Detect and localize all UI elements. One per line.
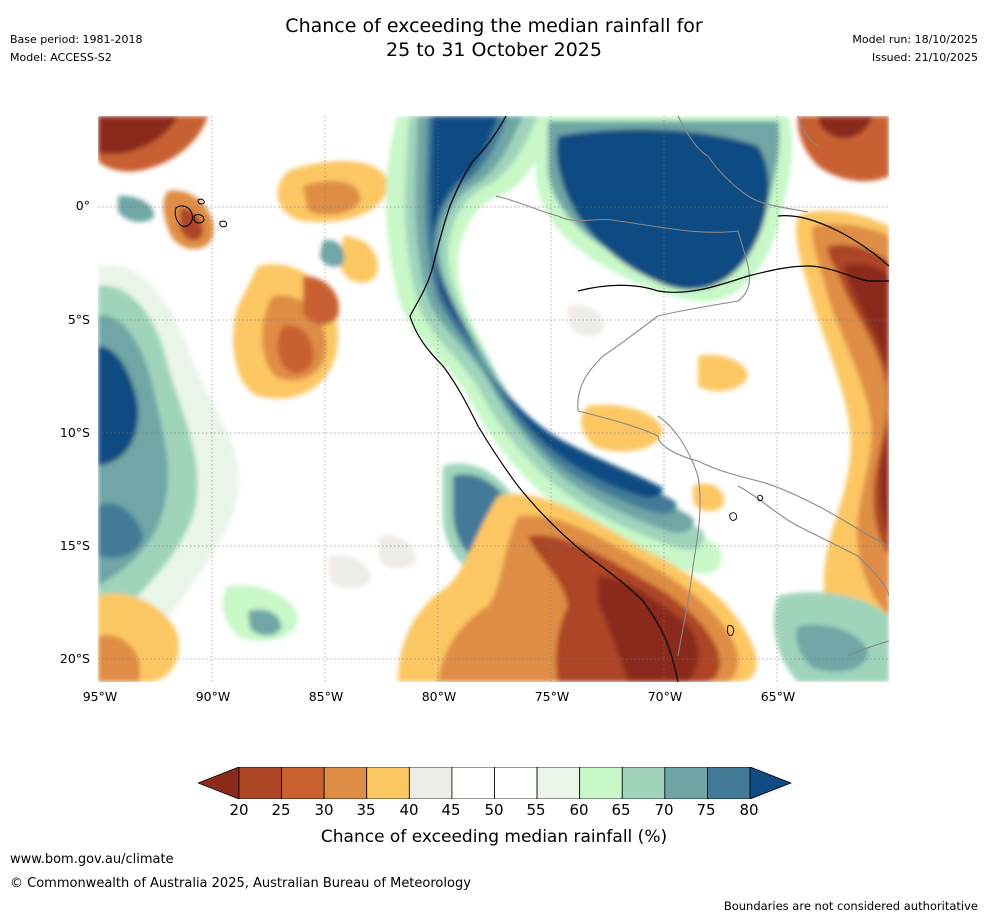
lat-label-10s: 10°S bbox=[59, 425, 90, 440]
colorbar-arrow-low bbox=[198, 767, 240, 799]
colorbar-cells bbox=[198, 767, 792, 799]
colorbar-tick-30: 30 bbox=[314, 801, 334, 819]
lat-label-15s: 15°S bbox=[59, 538, 90, 553]
colorbar-cell bbox=[281, 767, 325, 799]
colorbar-tick-40: 40 bbox=[399, 801, 419, 819]
model-text: Model: ACCESS-S2 bbox=[10, 51, 112, 64]
colorbar-cell bbox=[621, 767, 666, 799]
colorbar-tick-55: 55 bbox=[526, 801, 546, 819]
colorbar-tick-45: 45 bbox=[441, 801, 461, 819]
page-title: Chance of exceeding the median rainfall … bbox=[0, 14, 988, 62]
lon-label-90w: 90°W bbox=[195, 689, 231, 704]
colorbar-cell bbox=[408, 767, 453, 799]
colorbar-cell bbox=[366, 767, 410, 799]
colorbar bbox=[198, 767, 792, 799]
colorbar-tick-25: 25 bbox=[271, 801, 291, 819]
footer-url[interactable]: www.bom.gov.au/climate bbox=[10, 852, 174, 867]
issued-text: Issued: 21/10/2025 bbox=[871, 51, 978, 64]
colorbar-cell bbox=[451, 767, 495, 799]
title-line-2: 25 to 31 October 2025 bbox=[386, 39, 602, 61]
colorbar-cell bbox=[536, 767, 581, 799]
colorbar-tick-75: 75 bbox=[696, 801, 716, 819]
colorbar-tick-50: 50 bbox=[484, 801, 504, 819]
map-canvas bbox=[98, 116, 889, 682]
colorbar-cell bbox=[494, 767, 538, 799]
colorbar-label: Chance of exceeding median rainfall (%) bbox=[320, 827, 668, 847]
lon-label-95w: 95°W bbox=[82, 689, 118, 704]
lon-label-80w: 80°W bbox=[421, 689, 457, 704]
model-run-text: Model run: 18/10/2025 bbox=[852, 33, 978, 46]
lon-label-65w: 65°W bbox=[760, 689, 796, 704]
colorbar-tick-70: 70 bbox=[654, 801, 674, 819]
colorbar-tick-80: 80 bbox=[739, 801, 759, 819]
colorbar-tick-35: 35 bbox=[356, 801, 376, 819]
colorbar-cell bbox=[323, 767, 368, 799]
lat-label-0: 0° bbox=[75, 198, 90, 213]
colorbar-cell bbox=[664, 767, 708, 799]
colorbar-tick-60: 60 bbox=[569, 801, 589, 819]
metadata-right: Model run: 18/10/2025 Issued: 21/10/2025 bbox=[852, 31, 978, 67]
colorbar-tick-20: 20 bbox=[229, 801, 249, 819]
rainfall-map[interactable] bbox=[98, 116, 889, 682]
lat-label-5s: 5°S bbox=[67, 312, 90, 327]
footer-copyright: © Commonwealth of Australia 2025, Austra… bbox=[10, 876, 471, 891]
colorbar-cell bbox=[707, 767, 751, 799]
base-period-text: Base period: 1981-2018 bbox=[10, 33, 143, 46]
lon-label-70w: 70°W bbox=[647, 689, 683, 704]
colorbar-cell bbox=[238, 767, 282, 799]
lon-label-75w: 75°W bbox=[534, 689, 570, 704]
title-line-1: Chance of exceeding the median rainfall … bbox=[285, 15, 703, 37]
colorbar-cell bbox=[579, 767, 623, 799]
colorbar-arrow-high bbox=[749, 767, 792, 799]
lon-label-85w: 85°W bbox=[308, 689, 344, 704]
metadata-left: Base period: 1981-2018 Model: ACCESS-S2 bbox=[10, 31, 142, 67]
footer-note: Boundaries are not considered authoritat… bbox=[723, 899, 978, 913]
colorbar-tick-65: 65 bbox=[611, 801, 631, 819]
lat-label-20s: 20°S bbox=[59, 651, 90, 666]
